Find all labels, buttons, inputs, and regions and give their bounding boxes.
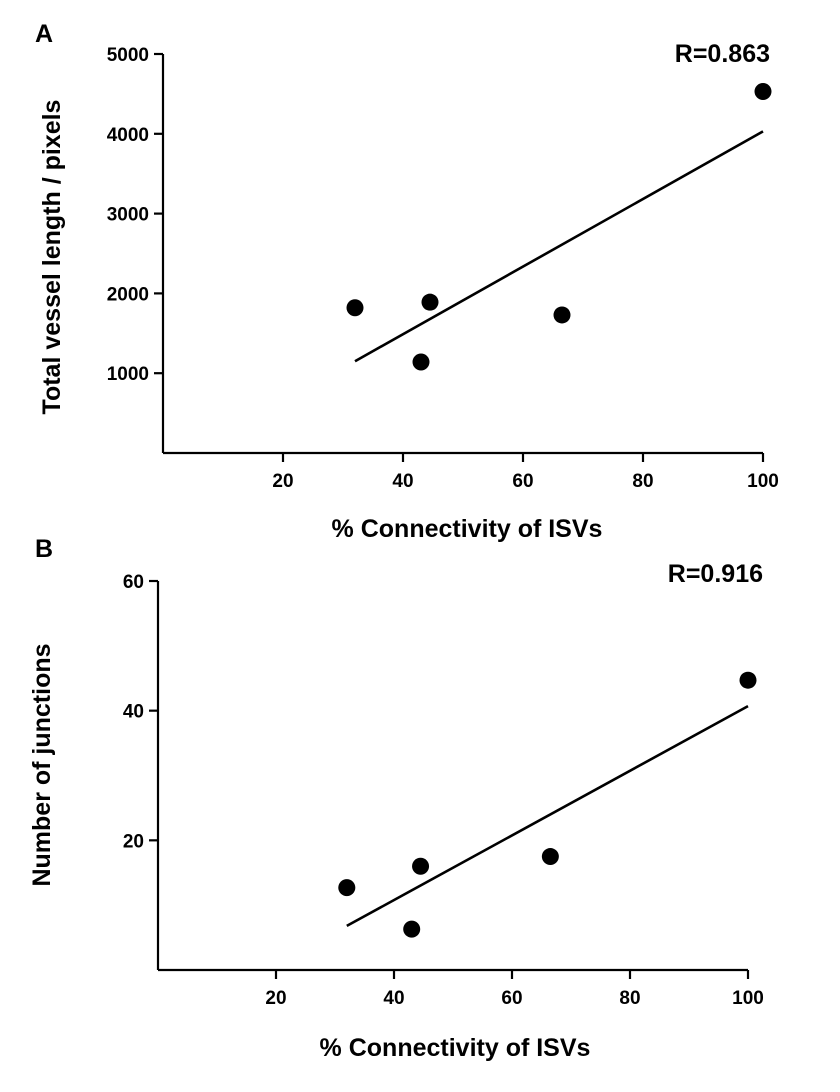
panel-b-y-ticks: 20 40 60 bbox=[123, 572, 158, 852]
panel-a-x-ticks: 20 40 60 80 100 bbox=[272, 453, 779, 492]
panel-a-y-axis-label: Total vessel length / pixels bbox=[38, 100, 66, 415]
x-tick-label: 80 bbox=[632, 471, 653, 492]
panel-b-r-value: R=0.916 bbox=[668, 560, 763, 588]
x-tick-label: 100 bbox=[732, 988, 764, 1009]
x-tick-label: 60 bbox=[512, 471, 533, 492]
data-point bbox=[553, 306, 571, 324]
x-tick-label: 100 bbox=[747, 471, 779, 492]
panel-a-label: A bbox=[35, 20, 53, 48]
y-tick-label: 2000 bbox=[107, 284, 149, 305]
panel-a-points bbox=[346, 83, 772, 371]
x-tick-label: 60 bbox=[501, 988, 522, 1009]
data-point bbox=[754, 83, 772, 101]
panel-b-points bbox=[338, 671, 757, 938]
data-point bbox=[346, 299, 364, 317]
panel-a: A R=0.863 % Connectivity of ISVs Total v… bbox=[35, 20, 779, 543]
x-tick-label: 40 bbox=[392, 471, 413, 492]
y-tick-label: 4000 bbox=[107, 125, 149, 146]
panel-b-x-axis-label: % Connectivity of ISVs bbox=[320, 1034, 591, 1062]
y-tick-label: 5000 bbox=[107, 45, 149, 66]
y-tick-label: 20 bbox=[123, 831, 144, 852]
data-point bbox=[739, 671, 757, 689]
y-tick-label: 40 bbox=[123, 702, 144, 723]
y-tick-label: 3000 bbox=[107, 205, 149, 226]
y-tick-label: 1000 bbox=[107, 364, 149, 385]
panel-b: B R=0.916 % Connectivity of ISVs Number … bbox=[28, 535, 764, 1062]
panel-a-x-axis-label: % Connectivity of ISVs bbox=[332, 515, 603, 543]
data-point bbox=[412, 857, 430, 875]
data-point bbox=[338, 879, 356, 897]
x-tick-label: 80 bbox=[619, 988, 640, 1009]
panel-b-y-axis-label: Number of junctions bbox=[28, 643, 56, 886]
y-tick-label: 60 bbox=[123, 572, 144, 593]
panel-b-fit-line bbox=[346, 704, 749, 928]
data-point bbox=[412, 353, 430, 371]
panel-a-r-value: R=0.863 bbox=[675, 40, 770, 68]
data-point bbox=[403, 920, 421, 938]
panel-a-y-ticks: 1000 2000 3000 4000 5000 bbox=[107, 45, 163, 385]
panel-a-fit-line bbox=[354, 130, 764, 363]
x-tick-label: 20 bbox=[272, 471, 293, 492]
data-point bbox=[421, 293, 439, 311]
panel-b-label: B bbox=[35, 535, 53, 563]
data-point bbox=[541, 848, 559, 866]
x-tick-label: 20 bbox=[265, 988, 286, 1009]
x-tick-label: 40 bbox=[383, 988, 404, 1009]
panel-b-x-ticks: 20 40 60 80 100 bbox=[265, 970, 764, 1009]
